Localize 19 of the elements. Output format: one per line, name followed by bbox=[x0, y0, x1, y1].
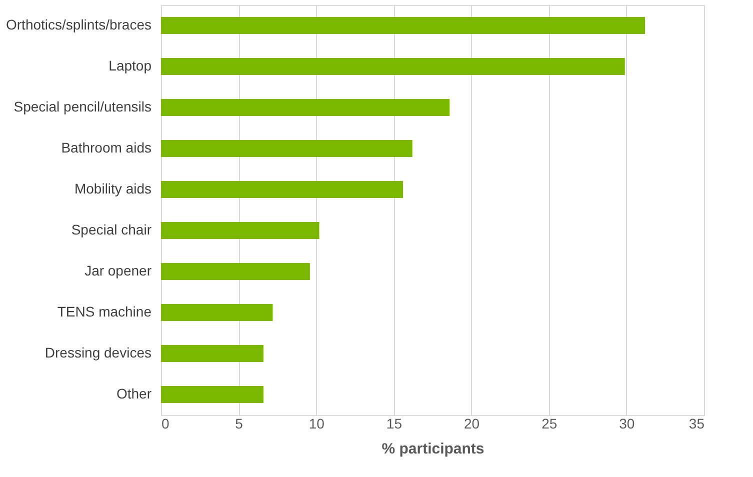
x-tick-label: 0 bbox=[162, 416, 170, 432]
x-tick-label: 35 bbox=[688, 416, 705, 432]
y-tick-label: Bathroom aids bbox=[61, 140, 152, 156]
y-tick-label: Laptop bbox=[108, 58, 152, 74]
y-tick-label: Dressing devices bbox=[44, 344, 152, 360]
x-tick-label: 25 bbox=[542, 416, 558, 432]
y-tick-label: Other bbox=[116, 386, 152, 402]
x-tick-label: 10 bbox=[308, 416, 325, 432]
x-tick-label: 30 bbox=[619, 416, 635, 432]
y-tick-label: Special pencil/utensils bbox=[14, 98, 152, 114]
x-tick-label: 20 bbox=[464, 416, 480, 432]
x-tick-label: 5 bbox=[235, 416, 244, 432]
y-tick-label: Special chair bbox=[71, 222, 152, 238]
x-axis-title: % participants bbox=[382, 440, 484, 458]
y-tick-label: Jar opener bbox=[84, 262, 152, 278]
y-tick-label: TENS machine bbox=[57, 304, 152, 320]
y-tick-label: Orthotics/splints/braces bbox=[6, 16, 152, 32]
x-tick-label: 15 bbox=[386, 416, 402, 432]
y-tick-label: Mobility aids bbox=[74, 180, 152, 196]
